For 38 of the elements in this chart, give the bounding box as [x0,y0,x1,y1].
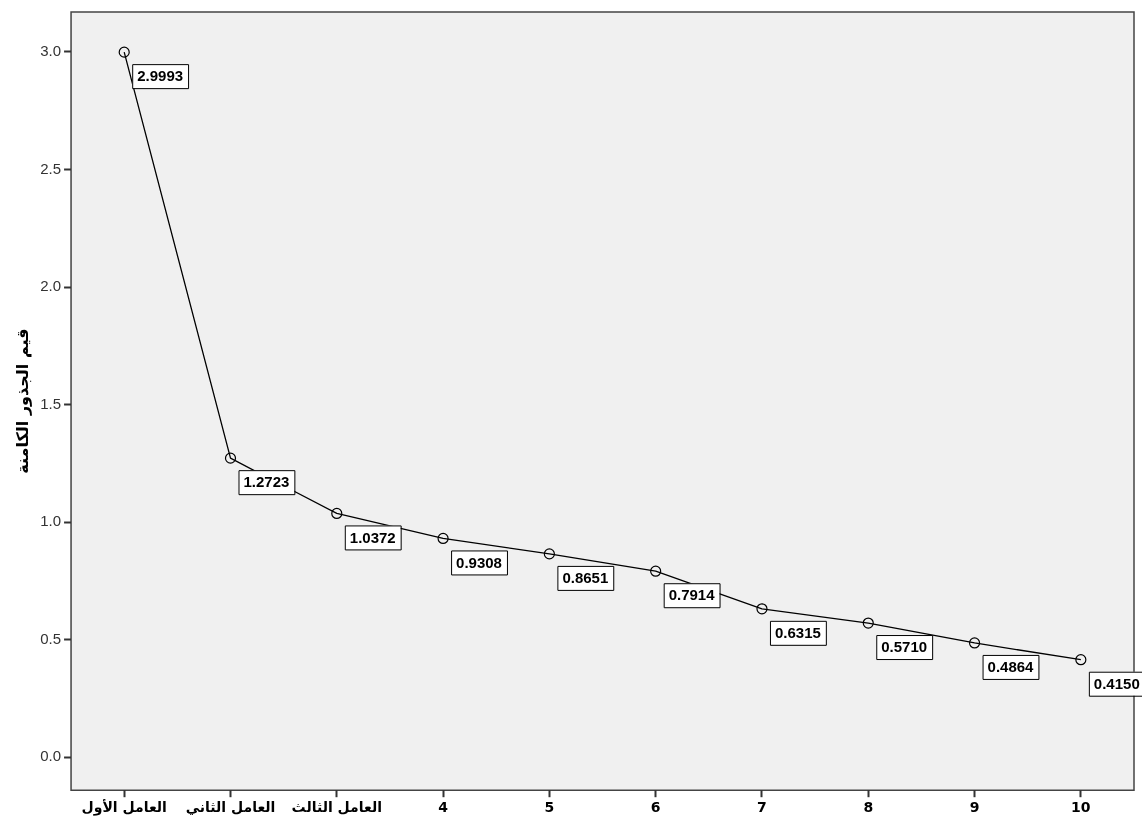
data-label: 0.4864 [987,658,1035,676]
x-tick-label: 4 [438,799,449,816]
y-tick-label: 2.0 [40,277,62,295]
x-tick-label: العامل الثالث [291,799,382,816]
point [968,637,981,649]
y-tick-label: 2.5 [40,159,62,177]
data-label: 1.0372 [349,528,396,546]
data-label: 2.9993 [137,67,184,85]
data-label: 1.2723 [243,473,290,491]
y-tick-label: 0.0 [40,747,62,765]
point [650,565,662,577]
x-tick-label: العامل الأول [81,799,167,817]
x-tick-label: العامل الثاني [185,799,276,817]
data-label: 0.6315 [774,623,821,641]
point [862,617,874,629]
point [1075,654,1087,666]
point [437,532,449,545]
data-label: 0.9308 [456,553,502,571]
data-label: 0.7914 [668,586,716,604]
data-label: 0.8651 [562,569,609,587]
y-tick-label: 3.0 [40,42,62,60]
y-tick-label: 0.5 [40,629,62,647]
x-tick-label: 8 [863,799,874,816]
x-tick-label: 6 [650,799,661,816]
point [224,452,237,464]
data-label: 0.4150 [1093,674,1140,692]
point [543,548,555,560]
x-tick-label: 9 [969,799,980,816]
y-tick-label: 1.0 [40,512,62,530]
y-tick-label: 1.5 [40,394,62,412]
point [331,507,343,520]
point [118,46,130,58]
x-tick-label: 5 [544,799,555,816]
y-axis-title: قيم الجذور الكامنة [12,328,32,474]
data-label: 0.5710 [881,638,928,656]
x-tick-label: 7 [757,799,767,816]
point [756,603,768,615]
x-tick-label: 10 [1071,799,1091,816]
